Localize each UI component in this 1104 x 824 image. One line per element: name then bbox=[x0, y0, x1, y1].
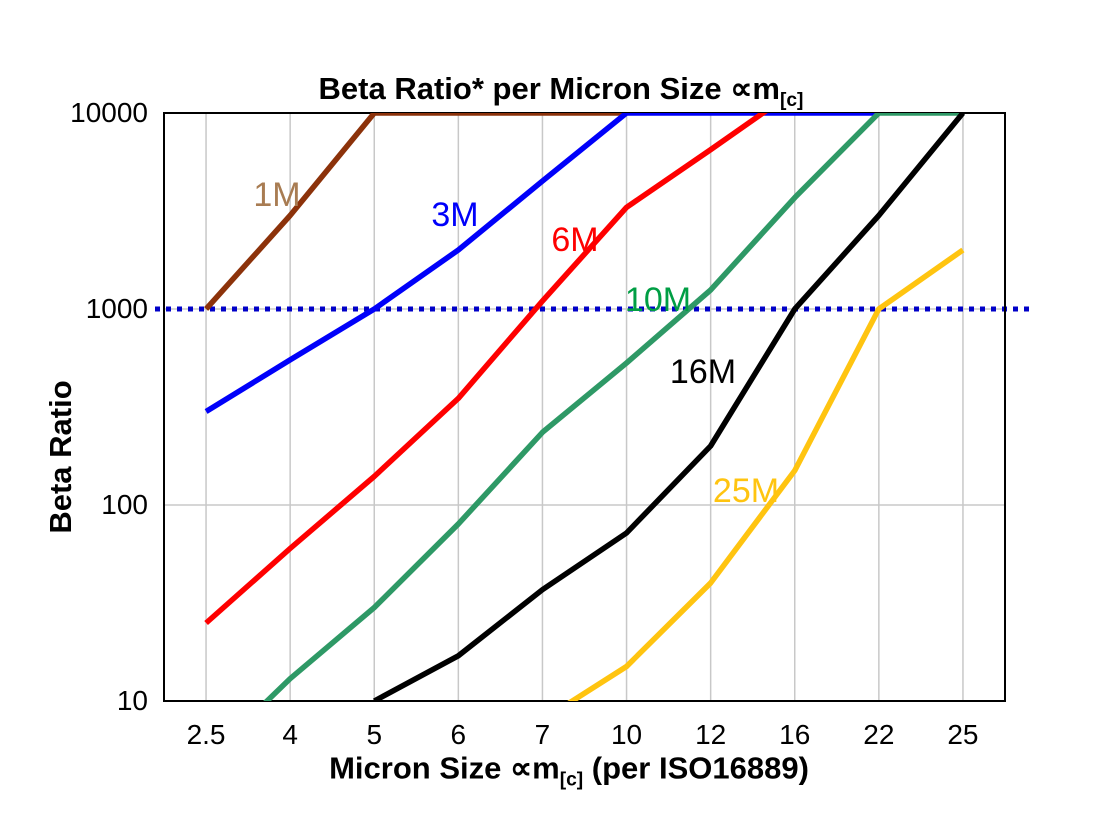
series-label-3M: 3M bbox=[431, 196, 479, 234]
x-tick-6: 6 bbox=[450, 719, 467, 750]
series-label-6M: 6M bbox=[551, 221, 599, 259]
x-axis-title-text: Micron Size bbox=[329, 750, 510, 786]
x-tick-4: 4 bbox=[282, 719, 298, 750]
x-axis-title-symbol: ∝m bbox=[509, 750, 560, 786]
series-label-25M: 25M bbox=[712, 472, 780, 510]
y-tick-100: 100 bbox=[101, 489, 148, 520]
series-line-16M bbox=[372, 113, 966, 701]
chart-title-subscript: [c] bbox=[779, 90, 804, 112]
series-line-3M bbox=[204, 113, 879, 414]
x-axis-title: Micron Size ∝m[c] (per ISO16889) bbox=[329, 750, 809, 791]
x-axis-title-subscript: [c] bbox=[559, 769, 584, 791]
x-tick-5: 5 bbox=[366, 719, 383, 750]
x-tick-2.5: 2.5 bbox=[186, 719, 226, 750]
series-line-10M bbox=[263, 113, 963, 701]
chart-title: Beta Ratio* per Micron Size ∝m[c] bbox=[319, 71, 804, 112]
x-tick-12: 12 bbox=[695, 719, 727, 750]
x-tick-10: 10 bbox=[610, 719, 643, 750]
x-axis-title-suffix: (per ISO16889) bbox=[583, 750, 809, 786]
series-label-10M: 10M bbox=[624, 281, 692, 319]
series-label-1M: 1M bbox=[253, 176, 301, 214]
y-tick-10: 10 bbox=[116, 685, 148, 716]
y-tick-10000: 10000 bbox=[70, 97, 148, 128]
series-line-6M bbox=[204, 113, 768, 626]
x-tick-22: 22 bbox=[863, 719, 895, 750]
chart-title-text: Beta Ratio* per Micron Size bbox=[318, 71, 731, 106]
chart-title-symbol: ∝m bbox=[730, 71, 780, 106]
x-tick-25: 25 bbox=[947, 719, 979, 750]
x-tick-16: 16 bbox=[779, 719, 811, 750]
series-label-16M: 16M bbox=[669, 353, 737, 391]
x-tick-7: 7 bbox=[534, 719, 551, 750]
series-line-25M bbox=[567, 247, 965, 701]
y-tick-1000: 1000 bbox=[85, 293, 148, 324]
series-line-1M bbox=[204, 113, 627, 311]
